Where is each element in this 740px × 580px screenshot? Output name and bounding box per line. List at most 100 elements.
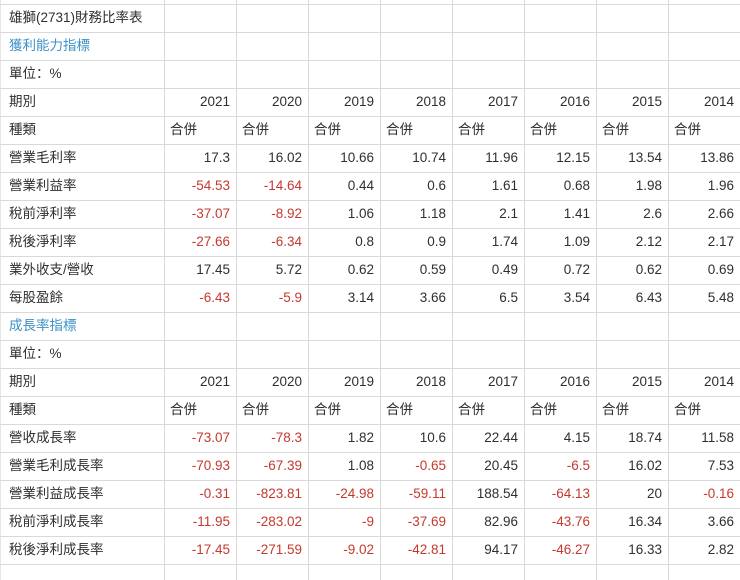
year-header: 2016 (525, 369, 597, 397)
empty-cell (165, 565, 237, 580)
empty-cell (165, 313, 237, 341)
type-cell: 合併 (453, 117, 525, 145)
value-cell: 16.02 (597, 453, 669, 481)
value-cell: 0.6 (381, 173, 453, 201)
empty-cell (309, 0, 381, 5)
type-cell: 合併 (237, 117, 309, 145)
value-cell: -9 (309, 509, 381, 537)
empty-cell (165, 5, 237, 33)
row-label: 每股盈餘 (0, 285, 165, 313)
value-cell: 16.02 (237, 145, 309, 173)
type-cell: 合併 (237, 397, 309, 425)
empty-cell (381, 313, 453, 341)
empty-cell (237, 33, 309, 61)
empty-cell (669, 33, 740, 61)
table-row: 單位：% (0, 341, 740, 369)
year-header: 2020 (237, 369, 309, 397)
period-label: 期別 (0, 89, 165, 117)
row-label: 稅前淨利成長率 (0, 509, 165, 537)
value-cell: 6.43 (597, 285, 669, 313)
table-row: 期別 2021 2020 2019 2018 2017 2016 2015 20… (0, 369, 740, 397)
empty-cell (525, 61, 597, 89)
value-cell: 0.49 (453, 257, 525, 285)
type-cell: 合併 (309, 117, 381, 145)
empty-cell (237, 565, 309, 580)
value-cell: 3.66 (381, 285, 453, 313)
value-cell: 5.72 (237, 257, 309, 285)
empty-cell (525, 33, 597, 61)
empty-cell (165, 33, 237, 61)
value-cell: -271.59 (237, 537, 309, 565)
type-label: 種類 (0, 117, 165, 145)
period-label: 期別 (0, 369, 165, 397)
value-cell: 0.59 (381, 257, 453, 285)
table-row: 雄獅(2731)財務比率表 (0, 5, 740, 33)
value-cell: 17.45 (165, 257, 237, 285)
profitability-indicators-link[interactable]: 獲利能力指標 (9, 38, 90, 53)
empty-cell (237, 341, 309, 369)
value-cell: -17.45 (165, 537, 237, 565)
value-cell: -8.92 (237, 201, 309, 229)
empty-cell (237, 0, 309, 5)
value-cell: 10.66 (309, 145, 381, 173)
table-row: 每股盈餘 -6.43 -5.9 3.14 3.66 6.5 3.54 6.43 … (0, 285, 740, 313)
empty-cell (453, 313, 525, 341)
row-label: 稅前淨利率 (0, 201, 165, 229)
value-cell: -0.65 (381, 453, 453, 481)
year-header: 2021 (165, 369, 237, 397)
value-cell: 1.09 (525, 229, 597, 257)
value-cell: 2.66 (669, 201, 740, 229)
empty-cell (525, 313, 597, 341)
row-label: 稅後淨利率 (0, 229, 165, 257)
value-cell: 1.06 (309, 201, 381, 229)
value-cell: 16.33 (597, 537, 669, 565)
value-cell: 2.12 (597, 229, 669, 257)
type-label: 種類 (0, 397, 165, 425)
value-cell: 1.98 (597, 173, 669, 201)
empty-cell (309, 61, 381, 89)
empty-cell (165, 341, 237, 369)
type-cell: 合併 (597, 117, 669, 145)
year-header: 2020 (237, 89, 309, 117)
value-cell: 11.58 (669, 425, 740, 453)
value-cell: 7.53 (669, 453, 740, 481)
growth-indicators-link[interactable]: 成長率指標 (9, 318, 77, 333)
value-cell: 82.96 (453, 509, 525, 537)
value-cell: 10.74 (381, 145, 453, 173)
value-cell: -14.64 (237, 173, 309, 201)
empty-cell (597, 313, 669, 341)
value-cell: 10.6 (381, 425, 453, 453)
value-cell: 2.1 (453, 201, 525, 229)
type-cell: 合併 (525, 397, 597, 425)
value-cell: 1.18 (381, 201, 453, 229)
empty-cell (525, 0, 597, 5)
year-header: 2016 (525, 89, 597, 117)
value-cell: 20 (597, 481, 669, 509)
value-cell: 13.54 (597, 145, 669, 173)
value-cell: -78.3 (237, 425, 309, 453)
row-label: 營收成長率 (0, 425, 165, 453)
value-cell: 4.15 (525, 425, 597, 453)
value-cell: -283.02 (237, 509, 309, 537)
type-cell: 合併 (525, 117, 597, 145)
empty-cell (381, 61, 453, 89)
year-header: 2015 (597, 369, 669, 397)
row-label: 稅後淨利成長率 (0, 537, 165, 565)
value-cell: 16.34 (597, 509, 669, 537)
value-cell: 0.62 (597, 257, 669, 285)
value-cell: -70.93 (165, 453, 237, 481)
empty-cell (453, 341, 525, 369)
empty-cell (669, 5, 740, 33)
year-header: 2015 (597, 89, 669, 117)
empty-cell (237, 61, 309, 89)
empty-cell (453, 5, 525, 33)
empty-cell (309, 313, 381, 341)
type-cell: 合併 (669, 117, 740, 145)
value-cell: 0.9 (381, 229, 453, 257)
empty-cell (597, 61, 669, 89)
value-cell: 6.5 (453, 285, 525, 313)
empty-cell (381, 33, 453, 61)
value-cell: 0.68 (525, 173, 597, 201)
table-row (0, 0, 740, 5)
